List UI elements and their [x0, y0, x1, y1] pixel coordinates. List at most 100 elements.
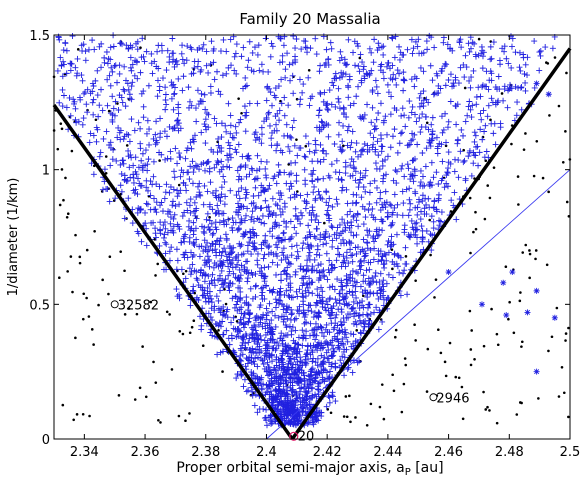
member-point [424, 46, 431, 53]
member-point [326, 233, 333, 240]
member-point [89, 99, 96, 106]
member-point [63, 104, 70, 111]
member-point [321, 61, 328, 68]
member-point [274, 339, 281, 346]
member-point [94, 67, 101, 74]
member-point [458, 126, 465, 133]
member-point [96, 102, 103, 109]
member-point [319, 148, 326, 155]
member-point [175, 110, 182, 117]
member-point [326, 87, 333, 94]
member-point [192, 105, 199, 112]
member-point [255, 336, 262, 343]
member-point [215, 135, 222, 142]
member-point [275, 367, 282, 374]
member-point [378, 61, 385, 68]
member-point [189, 180, 196, 187]
member-point [333, 229, 340, 236]
member-point [381, 264, 388, 271]
member-point [144, 187, 151, 194]
background-point [428, 218, 432, 222]
member-point [286, 355, 293, 362]
member-point [252, 355, 259, 362]
member-point [80, 115, 87, 122]
member-point [73, 72, 80, 79]
member-point [138, 238, 145, 245]
member-point [353, 279, 360, 286]
member-point [207, 83, 214, 90]
member-point [258, 124, 265, 131]
member-point [202, 271, 209, 278]
member-point [362, 167, 369, 174]
member-point [233, 192, 240, 199]
member-point [114, 79, 121, 86]
member-point [166, 123, 173, 130]
member-point [115, 106, 122, 113]
member-point [387, 243, 394, 250]
member-point [347, 173, 354, 180]
member-point [287, 360, 294, 367]
member-point [445, 77, 452, 84]
member-point [269, 345, 276, 352]
member-point [394, 201, 401, 208]
member-point [419, 236, 426, 243]
member-point [326, 329, 333, 336]
member-point [269, 380, 276, 387]
x-tick-label: 2.4 [256, 445, 277, 460]
member-point [478, 43, 485, 50]
member-point [286, 171, 293, 178]
member-point [98, 86, 105, 93]
member-point [471, 138, 478, 145]
y-axis-ticks: 00.511.5 [29, 29, 570, 448]
member-point [327, 295, 334, 302]
member-point [84, 109, 91, 116]
member-point [213, 252, 220, 259]
member-point [147, 192, 154, 199]
member-point [345, 36, 352, 43]
member-point [520, 54, 527, 61]
background-point [390, 248, 394, 251]
member-point [375, 231, 382, 238]
member-point [277, 277, 284, 284]
member-point [372, 77, 379, 84]
member-point [360, 146, 367, 153]
background-point [488, 196, 492, 200]
member-point [272, 113, 279, 120]
member-point [335, 85, 342, 92]
member-point [366, 200, 373, 207]
member-point [417, 167, 424, 174]
background-point [510, 142, 513, 146]
member-point [419, 192, 426, 199]
member-point [157, 202, 164, 209]
member-point [343, 249, 350, 256]
member-point [393, 260, 400, 267]
member-point [119, 99, 126, 106]
background-point [521, 251, 525, 254]
member-point [458, 44, 465, 51]
background-point [138, 386, 142, 390]
member-point [160, 234, 167, 241]
member-point [319, 294, 326, 301]
member-point [269, 195, 276, 202]
member-point [266, 182, 273, 189]
member-point [312, 344, 319, 351]
background-point [403, 357, 407, 360]
member-point [234, 371, 241, 378]
member-point [216, 249, 223, 256]
member-point [303, 393, 310, 400]
member-point [171, 90, 178, 97]
member-point [353, 231, 360, 238]
member-point [214, 202, 221, 209]
member-point [217, 235, 224, 242]
member-point [536, 49, 543, 56]
member-point [422, 163, 429, 170]
member-point [472, 132, 479, 139]
member-point [509, 35, 516, 42]
member-point [318, 284, 325, 291]
member-point [150, 219, 157, 226]
member-point [228, 319, 235, 326]
member-point [100, 135, 107, 142]
background-point [444, 144, 448, 148]
member-point [251, 338, 258, 345]
background-point [557, 104, 561, 108]
